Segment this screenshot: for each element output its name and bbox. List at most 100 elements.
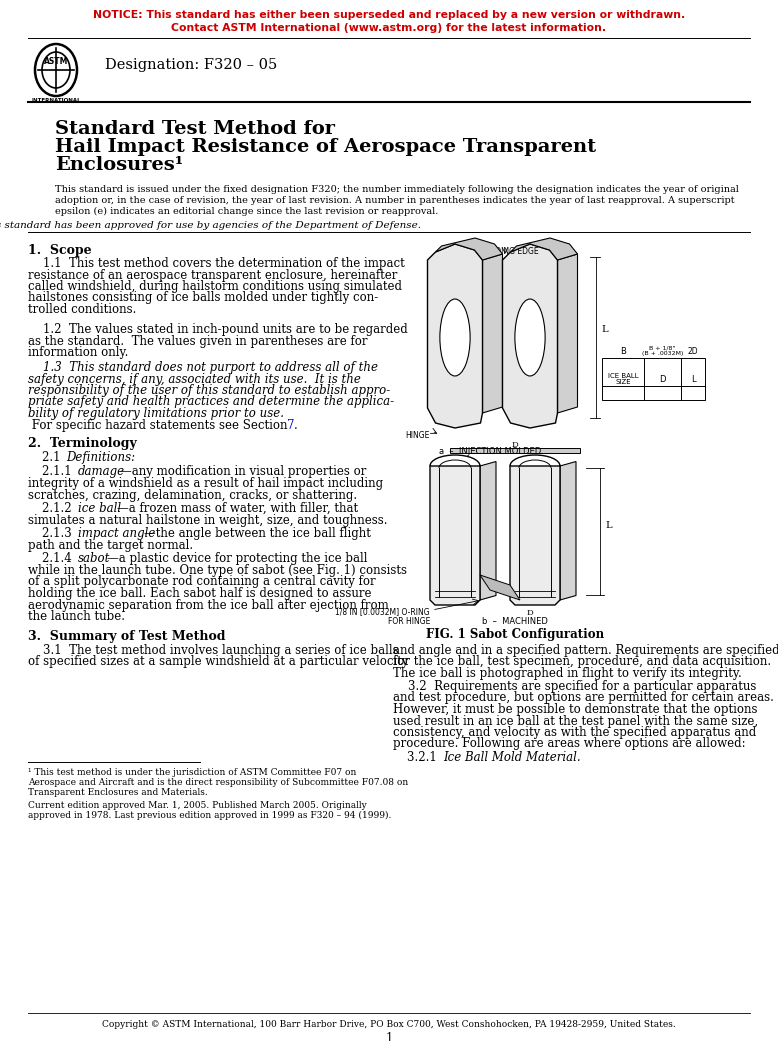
Text: priate safety and health practices and determine the applica-: priate safety and health practices and d… — [28, 396, 394, 408]
Text: Aerospace and Aircraft and is the direct responsibility of Subcommittee F07.08 o: Aerospace and Aircraft and is the direct… — [28, 778, 408, 787]
Text: ASTM: ASTM — [44, 57, 68, 67]
Text: D: D — [527, 609, 534, 617]
Text: simulates a natural hailstone in weight, size, and toughness.: simulates a natural hailstone in weight,… — [28, 514, 387, 527]
Text: 2D: 2D — [688, 347, 699, 355]
Text: and angle and in a specified pattern. Requirements are specified: and angle and in a specified pattern. Re… — [393, 644, 778, 657]
Text: 3.2  Requirements are specified for a particular apparatus: 3.2 Requirements are specified for a par… — [393, 680, 756, 693]
Polygon shape — [510, 466, 560, 605]
Text: resistance of an aerospace transparent enclosure, hereinafter: resistance of an aerospace transparent e… — [28, 269, 398, 281]
Polygon shape — [558, 254, 577, 413]
Text: The ice ball is photographed in flight to verify its integrity.: The ice ball is photographed in flight t… — [393, 667, 741, 680]
Text: a  –  INJECTION MOLDED: a – INJECTION MOLDED — [439, 447, 541, 456]
Text: responsibility of the user of this standard to establish appro-: responsibility of the user of this stand… — [28, 384, 391, 397]
Text: damage: damage — [78, 465, 125, 478]
Text: aerodynamic separation from the ice ball after ejection from: aerodynamic separation from the ice ball… — [28, 599, 389, 611]
Polygon shape — [503, 244, 558, 428]
Text: path and the target normal.: path and the target normal. — [28, 539, 193, 552]
Text: FIG. 1 Sabot Configuration: FIG. 1 Sabot Configuration — [426, 628, 604, 641]
Text: consistency, and velocity as with the specified apparatus and: consistency, and velocity as with the sp… — [393, 726, 756, 739]
Text: the launch tube.: the launch tube. — [28, 610, 125, 623]
Text: This standard has been approved for use by agencies of the Department of Defense: This standard has been approved for use … — [0, 221, 421, 230]
Text: —a frozen mass of water, with filler, that: —a frozen mass of water, with filler, th… — [117, 502, 358, 515]
Text: 2.1.4: 2.1.4 — [42, 552, 79, 565]
Bar — [602, 358, 705, 400]
Text: 2.1.3: 2.1.3 — [42, 527, 79, 540]
Text: However, it must be possible to demonstrate that the options: However, it must be possible to demonstr… — [393, 703, 758, 716]
Text: procedure. Following are areas where options are allowed:: procedure. Following are areas where opt… — [393, 737, 745, 751]
Text: Transparent Enclosures and Materials.: Transparent Enclosures and Materials. — [28, 788, 208, 797]
Text: as the standard.  The values given in parentheses are for: as the standard. The values given in par… — [28, 334, 367, 348]
Text: called windshield, during hailstorm conditions using simulated: called windshield, during hailstorm cond… — [28, 280, 402, 293]
Text: trolled conditions.: trolled conditions. — [28, 303, 136, 316]
Text: 3.1  The test method involves launching a series of ice balls: 3.1 The test method involves launching a… — [28, 644, 398, 657]
Text: 2.1.1: 2.1.1 — [42, 465, 79, 478]
Text: while in the launch tube. One type of sabot (see Fig. 1) consists: while in the launch tube. One type of sa… — [28, 564, 407, 577]
Text: for the ice ball, test specimen, procedure, and data acquisition.: for the ice ball, test specimen, procedu… — [393, 656, 771, 668]
Polygon shape — [427, 244, 482, 428]
Text: hailstones consisting of ice balls molded under tightly con-: hailstones consisting of ice balls molde… — [28, 291, 378, 305]
Text: adoption or, in the case of revision, the year of last revision. A number in par: adoption or, in the case of revision, th… — [55, 196, 734, 205]
Text: NOTICE: This standard has either been superseded and replaced by a new version o: NOTICE: This standard has either been su… — [93, 10, 685, 20]
Text: and test procedure, but options are permitted for certain areas.: and test procedure, but options are perm… — [393, 691, 774, 705]
Text: 1.3  This standard does not purport to address all of the: 1.3 This standard does not purport to ad… — [28, 361, 378, 374]
Polygon shape — [436, 238, 503, 260]
Text: ice ball: ice ball — [78, 502, 121, 515]
Ellipse shape — [515, 299, 545, 376]
Polygon shape — [480, 461, 496, 600]
Text: Copyright © ASTM International, 100 Barr Harbor Drive, PO Box C700, West Conshoh: Copyright © ASTM International, 100 Barr… — [102, 1020, 676, 1029]
Polygon shape — [560, 461, 576, 600]
Text: 1: 1 — [385, 1032, 393, 1041]
Text: FOR HINGE: FOR HINGE — [387, 617, 430, 626]
Text: safety concerns, if any, associated with its use.  It is the: safety concerns, if any, associated with… — [28, 373, 361, 385]
Text: b  –  MACHINED: b – MACHINED — [482, 617, 548, 626]
Text: B: B — [620, 347, 626, 355]
Text: impact angle: impact angle — [78, 527, 156, 540]
Text: D: D — [512, 441, 518, 449]
Text: used result in an ice ball at the test panel with the same size,: used result in an ice ball at the test p… — [393, 714, 758, 728]
Text: HINGE: HINGE — [405, 431, 430, 440]
Text: Ice Ball Mold Material.: Ice Ball Mold Material. — [443, 751, 580, 764]
Text: 2.  Terminology: 2. Terminology — [28, 437, 137, 450]
Polygon shape — [482, 254, 503, 413]
Text: holding the ice ball. Each sabot half is designed to assure: holding the ice ball. Each sabot half is… — [28, 587, 372, 600]
Polygon shape — [450, 448, 580, 453]
Text: LEADING EDGE: LEADING EDGE — [481, 247, 539, 256]
Text: Contact ASTM International (www.astm.org) for the latest information.: Contact ASTM International (www.astm.org… — [171, 23, 607, 33]
Text: 1.  Scope: 1. Scope — [28, 244, 92, 257]
Text: 7: 7 — [287, 418, 295, 432]
Text: 3.2.1: 3.2.1 — [407, 751, 444, 764]
Text: sabot: sabot — [78, 552, 110, 565]
Text: Current edition approved Mar. 1, 2005. Published March 2005. Originally: Current edition approved Mar. 1, 2005. P… — [28, 801, 366, 810]
Text: This standard is issued under the fixed designation F320; the number immediately: This standard is issued under the fixed … — [55, 185, 739, 194]
Text: 1/8 IN [0.0032M] O-RING: 1/8 IN [0.0032M] O-RING — [335, 607, 430, 616]
Text: Standard Test Method for: Standard Test Method for — [55, 120, 335, 138]
Ellipse shape — [440, 299, 470, 376]
Text: For specific hazard statements see Section: For specific hazard statements see Secti… — [28, 418, 291, 432]
Polygon shape — [510, 238, 577, 260]
Text: B + 1/8"
(B + .0032M): B + 1/8" (B + .0032M) — [642, 346, 683, 356]
Text: Enclosures¹: Enclosures¹ — [55, 156, 184, 174]
Text: integrity of a windshield as a result of hail impact including: integrity of a windshield as a result of… — [28, 477, 383, 490]
Polygon shape — [430, 466, 480, 605]
Text: 3.  Summary of Test Method: 3. Summary of Test Method — [28, 630, 226, 643]
Text: —a plastic device for protecting the ice ball: —a plastic device for protecting the ice… — [107, 552, 367, 565]
Text: approved in 1978. Last previous edition approved in 1999 as F320 – 94 (1999).: approved in 1978. Last previous edition … — [28, 811, 391, 820]
Text: L: L — [605, 522, 612, 531]
Text: L: L — [601, 326, 608, 334]
Text: of a split polycarbonate rod containing a central cavity for: of a split polycarbonate rod containing … — [28, 576, 376, 588]
Text: —any modification in visual properties or: —any modification in visual properties o… — [120, 465, 366, 478]
Text: L: L — [691, 375, 696, 383]
Text: ¹ This test method is under the jurisdiction of ASTM Committee F07 on: ¹ This test method is under the jurisdic… — [28, 768, 356, 777]
Text: bility of regulatory limitations prior to use.: bility of regulatory limitations prior t… — [28, 407, 284, 420]
Text: D: D — [659, 375, 666, 383]
Text: 1.1  This test method covers the determination of the impact: 1.1 This test method covers the determin… — [28, 257, 405, 270]
Text: 2.1.2: 2.1.2 — [42, 502, 79, 515]
Text: scratches, crazing, delamination, cracks, or shattering.: scratches, crazing, delamination, cracks… — [28, 489, 357, 502]
Text: Designation: F320 – 05: Designation: F320 – 05 — [105, 58, 277, 72]
Text: of specified sizes at a sample windshield at a particular velocity: of specified sizes at a sample windshiel… — [28, 656, 408, 668]
Text: —the angle between the ice ball flight: —the angle between the ice ball flight — [144, 527, 371, 540]
Polygon shape — [480, 575, 520, 600]
Text: Definitions:: Definitions: — [66, 451, 135, 464]
Text: 1.2  The values stated in inch-pound units are to be regarded: 1.2 The values stated in inch-pound unit… — [28, 323, 408, 336]
Text: epsilon (e) indicates an editorial change since the last revision or reapproval.: epsilon (e) indicates an editorial chang… — [55, 207, 438, 217]
